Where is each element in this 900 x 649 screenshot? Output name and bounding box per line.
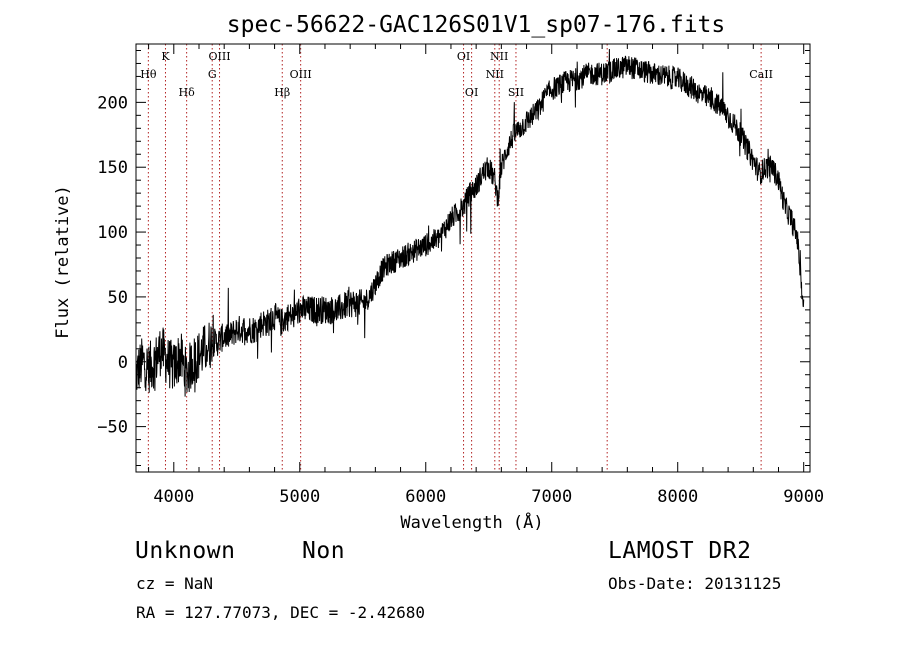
coordinates: RA = 127.77073, DEC = -2.42680 [136,603,425,622]
x-tick-label: 8000 [657,487,698,507]
y-axis-label: Flux (relative) [53,185,73,339]
line-label: OI [457,50,470,63]
line-label: OIII [208,50,230,63]
observation-date: Obs-Date: 20131125 [608,574,782,593]
emission-line-markers [147,44,762,472]
x-tick-label: 6000 [405,487,446,507]
y-tick-label: 0 [118,353,128,373]
redshift-value: cz = NaN [136,574,214,593]
y-tick-label: 50 [108,288,128,308]
line-label: Hβ [274,86,290,99]
y-tick-label: 200 [97,93,128,113]
y-tick-label: 150 [97,158,128,178]
x-tick-label: 4000 [153,487,194,507]
y-tick-label: 100 [97,223,128,243]
x-tick-label: 7000 [531,487,572,507]
line-label: OI [465,86,478,99]
line-label: K [161,50,170,63]
line-label: Hθ [140,68,157,81]
spectrum-line [135,48,805,397]
line-label: NII [490,50,508,63]
object-subclass: Non [302,538,346,564]
plot-frame [135,43,811,473]
x-tick-label: 9000 [783,487,824,507]
chart-title: spec-56622-GAC126S01V1_sp07-176.fits [227,12,726,38]
x-tick-label: 5000 [279,487,320,507]
axes: 4000 5000 6000 7000 8000 9000 −50 0 50 100 150 200 [97,44,824,507]
line-label: SII [508,86,524,99]
line-label: NII [486,68,504,81]
survey-name: LAMOST DR2 [608,538,752,564]
line-label: Hδ [179,86,196,99]
line-label: CaII [749,68,773,81]
x-axis-label: Wavelength (Å) [400,511,543,533]
line-label: OIII [290,68,312,81]
object-class: Unknown [135,538,236,564]
y-tick-label: −50 [97,418,128,438]
line-label: G [208,68,217,81]
